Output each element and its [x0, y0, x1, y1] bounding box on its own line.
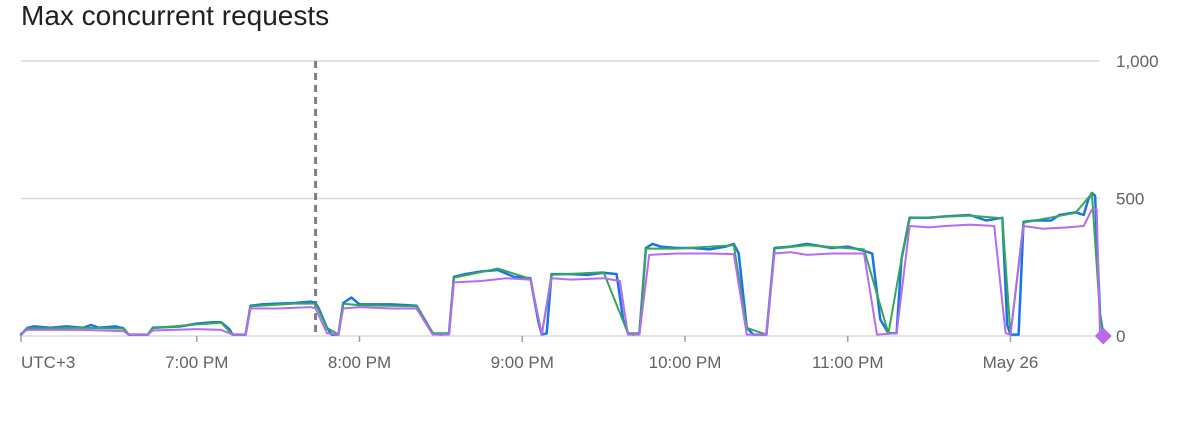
y-axis-ticks: 1,000 500 0	[1116, 52, 1159, 346]
y-tick-label: 1,000	[1116, 52, 1159, 71]
x-tick-label: 9:00 PM	[491, 353, 554, 372]
end-markers	[1094, 327, 1112, 345]
x-tick-label: 11:00 PM	[812, 353, 884, 372]
x-tick-label: 10:00 PM	[649, 353, 722, 372]
x-tick-label: 7:00 PM	[165, 353, 228, 372]
series-lines	[19, 191, 1106, 337]
series-line-2[interactable]	[20, 192, 1105, 336]
x-tick-label: May 26	[983, 353, 1039, 372]
y-tick-label: 500	[1116, 190, 1144, 209]
x-tick-label: UTC+3	[21, 353, 75, 372]
gridlines	[21, 60, 1100, 337]
x-tick-label: 8:00 PM	[328, 353, 391, 372]
chart-title: Max concurrent requests	[21, 0, 330, 31]
series-end-marker[interactable]	[1094, 327, 1112, 345]
x-axis-ticks: UTC+3 7:00 PM 8:00 PM 9:00 PM 10:00 PM 11:00 …	[20, 336, 1039, 372]
series-line-1[interactable]	[19, 191, 1105, 336]
y-tick-label: 0	[1116, 327, 1125, 346]
series-line-3[interactable]	[20, 208, 1106, 337]
